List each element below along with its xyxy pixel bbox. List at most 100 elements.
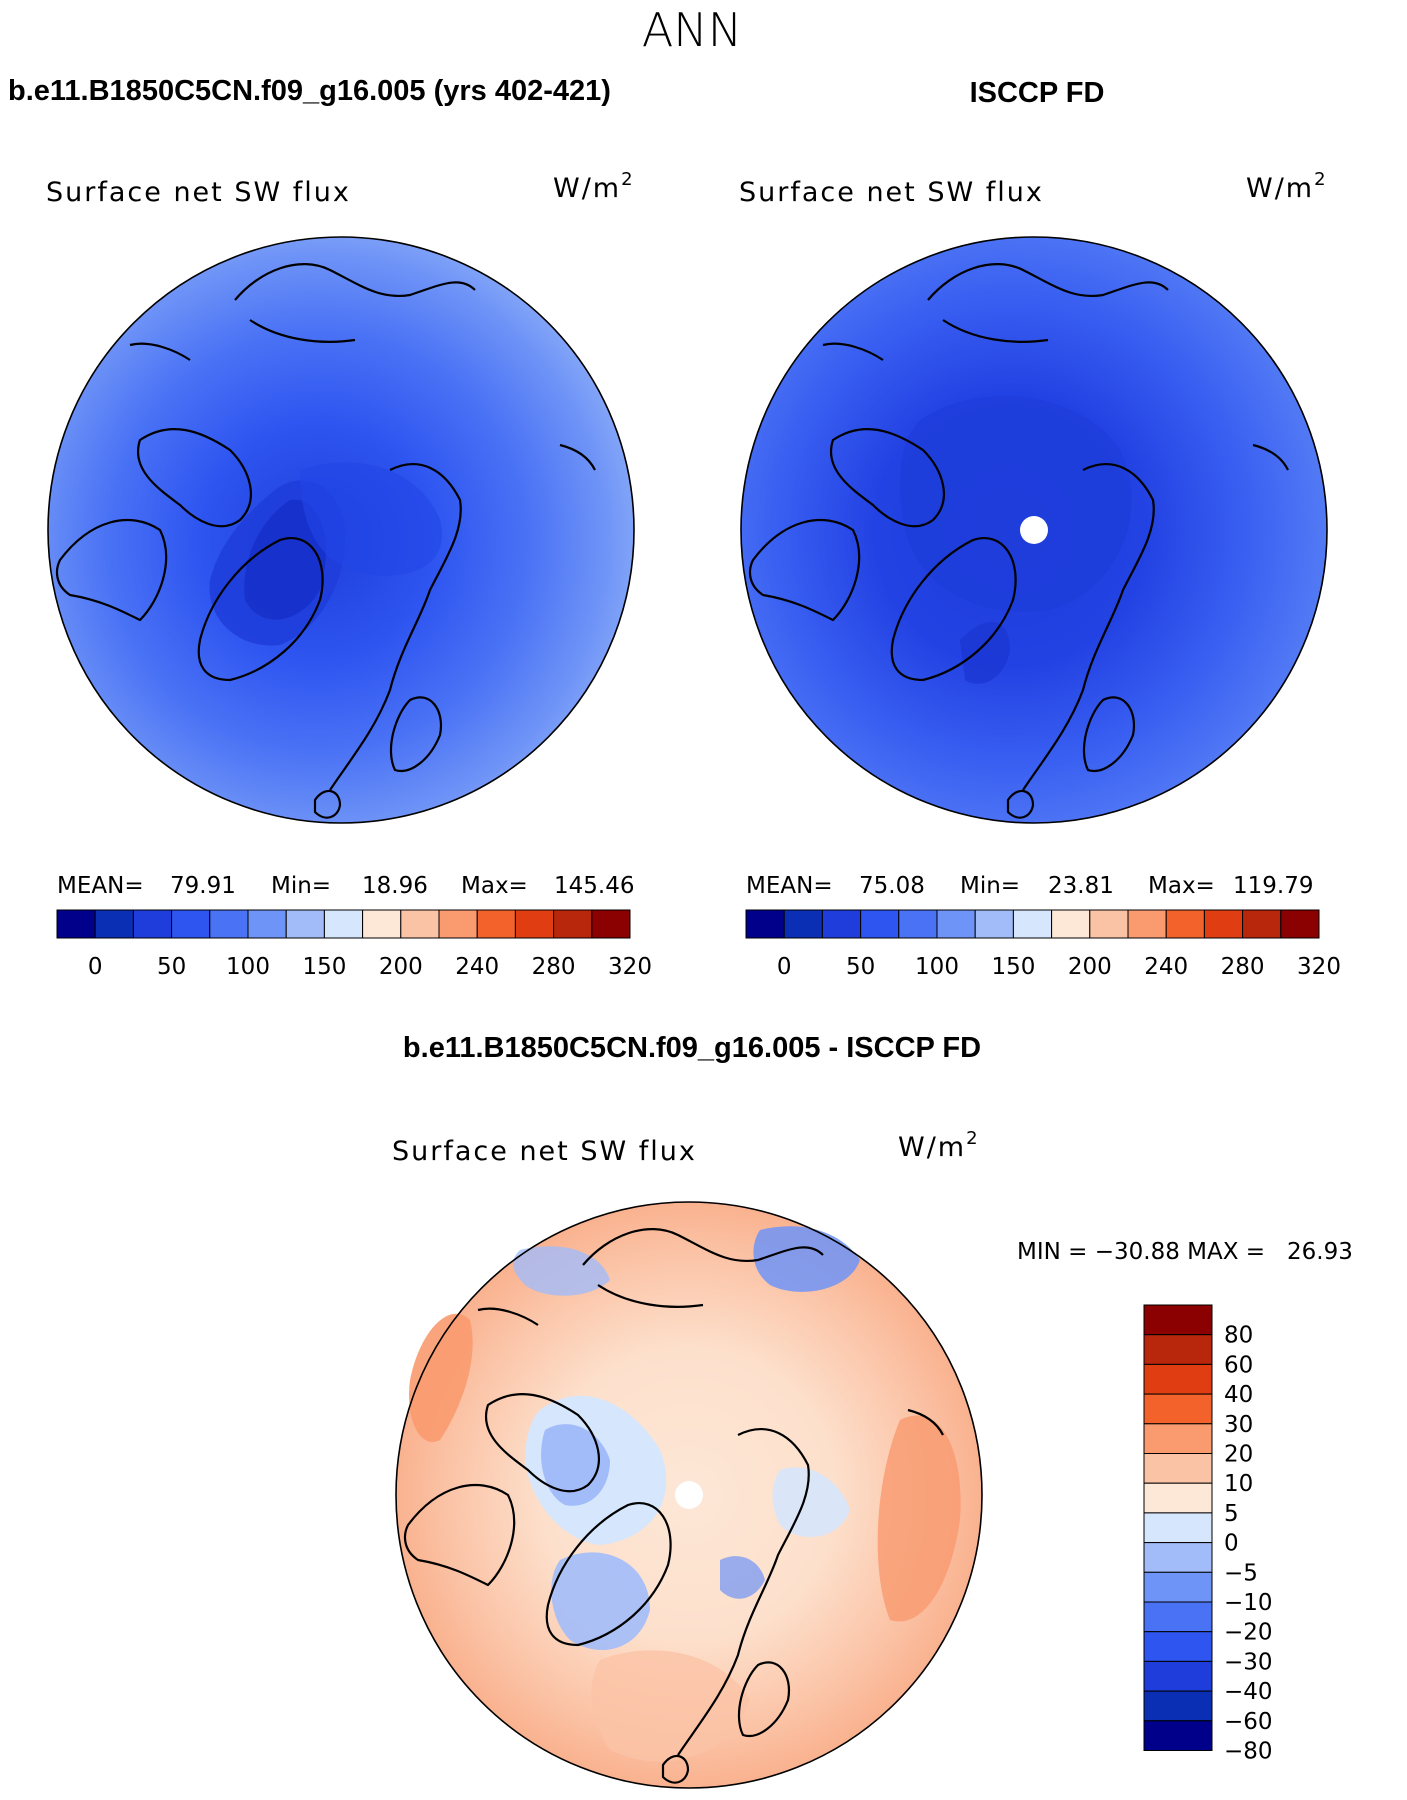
colorbar-swatch [1143,1304,1213,1336]
colorbar-swatch [171,909,211,939]
panel-model-map-border [47,236,635,824]
panel-obs-map [741,237,1327,823]
panel-obs-mean-value: 75.08 [859,873,925,899]
panel-model-mean-label: MEAN= [57,873,144,899]
panel-diff-pole-hole [675,1481,703,1509]
colorbar-swatch [553,909,593,939]
colorbar-swatch [1127,909,1167,939]
figure-title: ANN [642,3,742,57]
panel-model-max-label: Max= [461,873,528,899]
panel-model-units: W/m2 [553,169,635,204]
colorbar-swatch [56,909,96,939]
panel-model-map [48,237,634,823]
colorbar-swatch [1143,1423,1213,1455]
panel-model-stats: MEAN= 79.91 Min= 18.96 Max= 145.46 [57,873,634,899]
colorbar-swatch [1051,909,1091,939]
colorbar-swatch [1143,1720,1213,1752]
colorbar-tick-label: 320 [608,954,652,980]
panel-obs-coastlines [748,263,1289,819]
colorbar-swatch [898,909,938,939]
colorbar-tick-label: 200 [379,954,423,980]
colorbar-swatch [1143,1601,1213,1633]
panel-obs: ISCCP FD Surface net SW flux W/m2 MEAN= [739,77,1341,980]
panel-obs-map-border [740,236,1328,824]
colorbar-swatch [821,909,862,939]
colorbar-tick-label: 200 [1068,954,1112,980]
panel-obs-case-title: ISCCP FD [970,77,1105,109]
colorbar-swatch [1143,1482,1213,1514]
panel-diff-case-title: b.e11.B1850C5CN.f09_g16.005 - ISCCP FD [403,1032,981,1064]
colorbar-swatch [591,909,631,939]
panel-model: b.e11.B1850C5CN.f09_g16.005 (yrs 402-421… [8,75,652,980]
colorbar-tick-label: −80 [1224,1739,1273,1765]
colorbar-swatch [94,909,134,939]
panel-obs-variable-label: Surface net SW flux [739,177,1044,208]
colorbar-tick-label: 40 [1224,1382,1253,1408]
panel-diff-min-max: MIN = −30.88 MAX = 26.93 [1017,1239,1353,1265]
panel-diff-units: W/m2 [898,1128,980,1163]
colorbar-swatch [400,909,440,939]
colorbar-tick-label: 0 [777,954,792,980]
panel-model-coastlines [55,263,596,819]
panel-diff-coastlines [403,1228,944,1784]
panel-diff: b.e11.B1850C5CN.f09_g16.005 - ISCCP FD S… [392,1032,1353,1789]
colorbar-swatch [860,909,900,939]
colorbar-swatch [745,909,785,939]
panel-model-min-value: 18.96 [362,873,428,899]
panel-obs-pole-hole [1020,516,1048,544]
panel-obs-stats: MEAN= 75.08 Min= 23.81 Max= 119.79 [746,873,1313,899]
colorbar-tick-label: 20 [1224,1442,1253,1468]
colorbar-swatch [1143,1363,1213,1395]
colorbar-tick-label: −40 [1224,1679,1273,1705]
panel-obs-colorbar: 0 50 100 150 200 240 280 320 [745,909,1341,980]
panel-diff-map-border [395,1201,983,1789]
panel-obs-mean-label: MEAN= [746,873,833,899]
panel-model-mean-value: 79.91 [170,873,236,899]
colorbar-tick-label: 280 [532,954,576,980]
colorbar-tick-label: 320 [1297,954,1341,980]
colorbar-swatch [1143,1631,1213,1662]
colorbar-tick-label: 50 [157,954,186,980]
panel-model-case-title: b.e11.B1850C5CN.f09_g16.005 (yrs 402-421… [8,75,611,107]
panel-obs-max-value: 119.79 [1233,873,1313,899]
colorbar-tick-label: 10 [1224,1471,1253,1497]
colorbar-swatch [1242,909,1282,939]
colorbar-swatch [476,909,516,939]
colorbar-swatch [1280,909,1320,939]
colorbar-tick-label: −30 [1224,1649,1273,1675]
colorbar-swatch [1012,909,1053,939]
panel-obs-units: W/m2 [1246,169,1328,204]
colorbar-swatch [362,909,402,939]
panel-model-colorbar: 0 50 100 150 200 240 280 320 [56,909,652,980]
colorbar-swatch [438,909,478,939]
colorbar-swatch [132,909,173,939]
colorbar-tick-label: −10 [1224,1590,1273,1616]
colorbar-tick-label: 80 [1224,1323,1253,1349]
colorbar-swatch [936,909,976,939]
colorbar-swatch [1165,909,1205,939]
colorbar-swatch [1089,909,1129,939]
colorbar-tick-label: 150 [302,954,346,980]
colorbar-swatch [1143,1660,1213,1692]
colorbar-swatch [323,909,364,939]
colorbar-tick-label: 100 [226,954,270,980]
colorbar-tick-label: 50 [846,954,875,980]
colorbar-tick-label: 0 [1224,1531,1239,1557]
panel-obs-min-label: Min= [960,873,1020,899]
colorbar-tick-label: −60 [1224,1709,1273,1735]
panel-model-max-value: 145.46 [554,873,634,899]
colorbar-swatch [1143,1334,1213,1365]
panel-model-min-label: Min= [271,873,331,899]
panel-diff-map [396,1202,982,1788]
panel-obs-min-value: 23.81 [1048,873,1114,899]
colorbar-tick-label: 240 [1144,954,1188,980]
colorbar-swatch [1143,1571,1213,1603]
colorbar-swatch [285,909,325,939]
panel-diff-variable-label: Surface net SW flux [392,1136,697,1167]
colorbar-tick-label: 280 [1221,954,1265,980]
colorbar-tick-label: −5 [1224,1560,1258,1586]
colorbar-swatch [974,909,1014,939]
colorbar-swatch [1143,1690,1213,1722]
colorbar-swatch [783,909,823,939]
